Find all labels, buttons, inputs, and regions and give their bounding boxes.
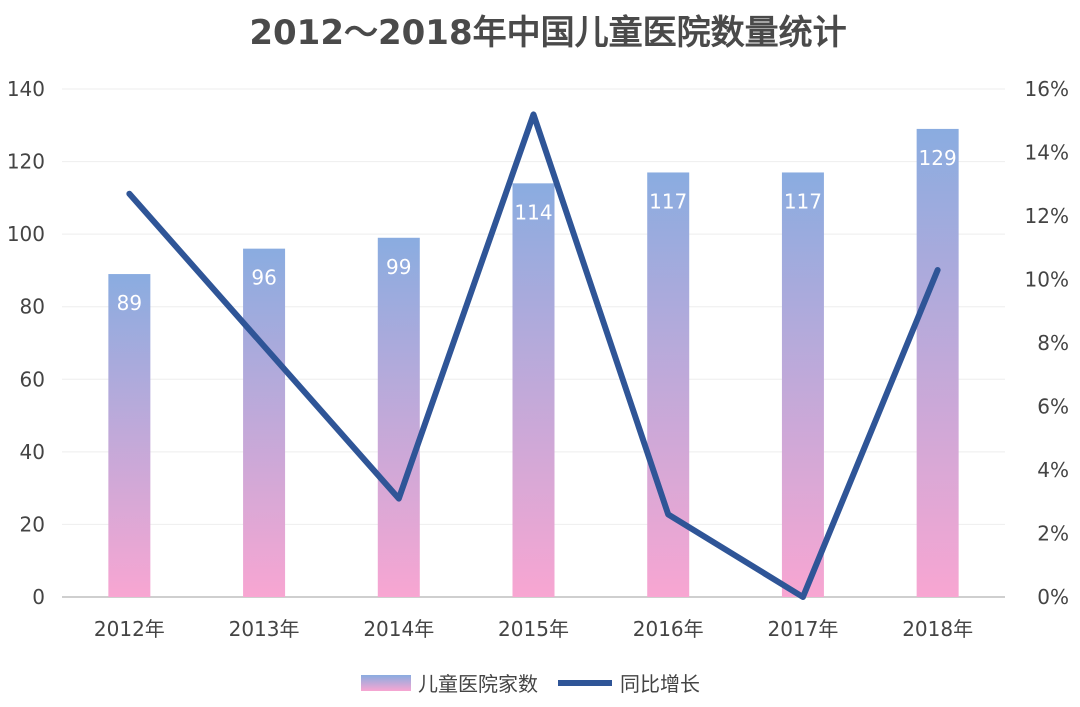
bar: [377, 237, 420, 597]
left-tick-label: 40: [20, 440, 45, 464]
right-tick-label: 14%: [1025, 141, 1069, 165]
line-series: [126, 111, 941, 600]
legend-label-line: 同比增长: [620, 672, 700, 696]
x-tick-label: 2017年: [767, 617, 838, 641]
right-tick-label: 8%: [1037, 331, 1069, 355]
right-tick-label: 0%: [1037, 585, 1069, 609]
bar: [243, 248, 286, 597]
right-tick-label: 16%: [1025, 77, 1069, 101]
bar: [781, 172, 824, 597]
legend-swatch-bars: [361, 675, 411, 691]
bar: [647, 172, 690, 597]
growth-point: [801, 596, 804, 598]
x-axis: 2012年 2013年 2014年 2015年 2016年 2017年 2018年: [94, 617, 973, 641]
left-tick-label: 20: [20, 512, 45, 536]
growth-point: [667, 513, 670, 516]
bar-data-label: 89: [117, 291, 142, 315]
x-tick-label: 2013年: [229, 617, 300, 641]
left-axis: 0 20 40 60 80 100 120 140: [7, 77, 45, 609]
growth-point: [263, 345, 266, 348]
right-tick-label: 4%: [1037, 458, 1069, 482]
growth-point: [397, 497, 400, 500]
left-tick-label: 100: [7, 222, 45, 246]
legend: 儿童医院家数 同比增长: [361, 672, 700, 696]
x-tick-label: 2018年: [902, 617, 973, 641]
left-tick-label: 0: [32, 585, 45, 609]
left-tick-label: 80: [20, 295, 45, 319]
bar-data-label: 117: [649, 189, 687, 213]
x-tick-label: 2014年: [363, 617, 434, 641]
bar-data-label: 117: [784, 189, 822, 213]
right-tick-label: 6%: [1037, 395, 1069, 419]
growth-point: [532, 113, 535, 116]
left-tick-label: 140: [7, 77, 45, 101]
growth-point: [936, 268, 939, 271]
left-tick-label: 120: [7, 150, 45, 174]
bar: [108, 274, 151, 597]
bar: [512, 183, 555, 598]
chart-title: 2012～2018年中国儿童医院数量统计: [249, 13, 846, 53]
bar-data-label: 114: [514, 200, 552, 224]
bar-data-label: 96: [251, 266, 276, 290]
bar-data-label: 99: [386, 255, 411, 279]
right-tick-label: 2%: [1037, 522, 1069, 546]
x-tick-label: 2015年: [498, 617, 569, 641]
bar-series: 89 96 99 114 117 117 129: [108, 128, 959, 598]
left-tick-label: 60: [20, 367, 45, 391]
bar-data-label: 129: [919, 146, 957, 170]
legend-label-bars: 儿童医院家数: [418, 672, 538, 696]
growth-point: [128, 192, 131, 195]
x-tick-label: 2012年: [94, 617, 165, 641]
right-axis: 0% 2% 4% 6% 8% 10% 12% 14% 16%: [1025, 77, 1069, 609]
bar: [916, 128, 959, 597]
right-tick-label: 12%: [1025, 204, 1069, 228]
x-tick-label: 2016年: [633, 617, 704, 641]
right-tick-label: 10%: [1025, 268, 1069, 292]
